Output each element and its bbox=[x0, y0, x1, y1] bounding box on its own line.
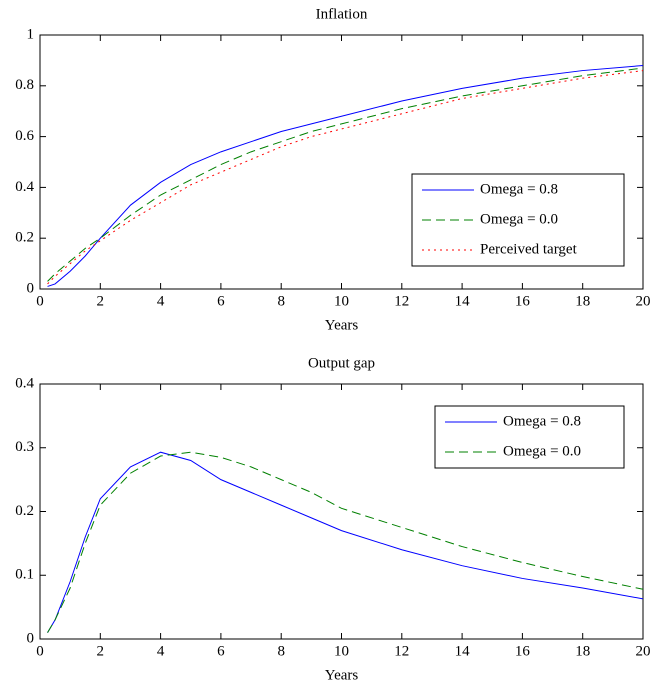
y-tick-label: 0.6 bbox=[15, 128, 34, 144]
x-tick-label: 16 bbox=[515, 643, 531, 659]
y-tick-label: 0 bbox=[27, 630, 35, 646]
x-tick-label: 10 bbox=[334, 643, 349, 659]
x-tick-label: 0 bbox=[36, 293, 44, 309]
x-tick-label: 4 bbox=[157, 643, 165, 659]
x-tick-label: 8 bbox=[277, 293, 285, 309]
y-tick-label: 0 bbox=[27, 280, 35, 296]
legend-label: Omega = 0.8 bbox=[480, 181, 558, 197]
x-tick-label: 4 bbox=[157, 293, 165, 309]
x-tick-label: 6 bbox=[217, 643, 225, 659]
y-tick-label: 0.3 bbox=[15, 439, 34, 455]
x-tick-label: 14 bbox=[455, 643, 471, 659]
chart-title: Inflation bbox=[316, 6, 368, 22]
chart: Output gap Years 0 2 4 6 8 10 12 14 16 18 20 0 0.1 0.2 0… bbox=[15, 355, 650, 683]
x-tick-label: 18 bbox=[575, 293, 590, 309]
x-tick-label: 12 bbox=[394, 643, 409, 659]
legend-label: Omega = 0.0 bbox=[480, 211, 558, 227]
y-tick-label: 0.2 bbox=[15, 503, 34, 519]
x-tick-label: 20 bbox=[636, 643, 651, 659]
legend: Omega = 0.8 Omega = 0.0 bbox=[434, 405, 625, 469]
chart-title: Output gap bbox=[308, 355, 375, 371]
x-tick-label: 0 bbox=[36, 643, 44, 659]
x-axis-label: Years bbox=[325, 667, 359, 683]
y-tick-label: 0.4 bbox=[15, 375, 34, 391]
x-tick-label: 12 bbox=[394, 293, 409, 309]
x-tick-label: 16 bbox=[515, 293, 531, 309]
x-tick-label: 2 bbox=[97, 293, 105, 309]
x-tick-label: 8 bbox=[277, 643, 285, 659]
data-line bbox=[47, 451, 644, 633]
y-tick-label: 0.4 bbox=[15, 179, 34, 195]
x-tick-label: 14 bbox=[455, 293, 471, 309]
x-tick-label: 10 bbox=[334, 293, 349, 309]
data-line bbox=[47, 451, 644, 633]
y-tick-label: 0.8 bbox=[15, 77, 34, 93]
legend-box bbox=[434, 405, 625, 469]
x-tick-label: 20 bbox=[636, 293, 651, 309]
x-axis-label: Years bbox=[325, 317, 359, 333]
legend-label: Perceived target bbox=[480, 241, 578, 257]
legend-label: Omega = 0.0 bbox=[503, 443, 581, 459]
legend: Omega = 0.8 Omega = 0.0 Perceived target bbox=[411, 173, 625, 267]
y-tick-label: 0.1 bbox=[15, 567, 34, 583]
chart: Inflation Years 0 2 4 6 8 10 12 14 16 18 20 0 0.2 0.4 0.… bbox=[15, 6, 650, 333]
y-tick-label: 1 bbox=[27, 26, 35, 42]
y-tick-label: 0.2 bbox=[15, 230, 34, 246]
legend-label: Omega = 0.8 bbox=[503, 413, 581, 429]
data-line bbox=[47, 64, 644, 287]
legend-box bbox=[411, 173, 625, 267]
data-line bbox=[47, 70, 644, 285]
x-tick-label: 2 bbox=[97, 643, 105, 659]
data-line bbox=[47, 67, 644, 282]
x-tick-label: 6 bbox=[217, 293, 225, 309]
x-tick-label: 18 bbox=[575, 643, 590, 659]
